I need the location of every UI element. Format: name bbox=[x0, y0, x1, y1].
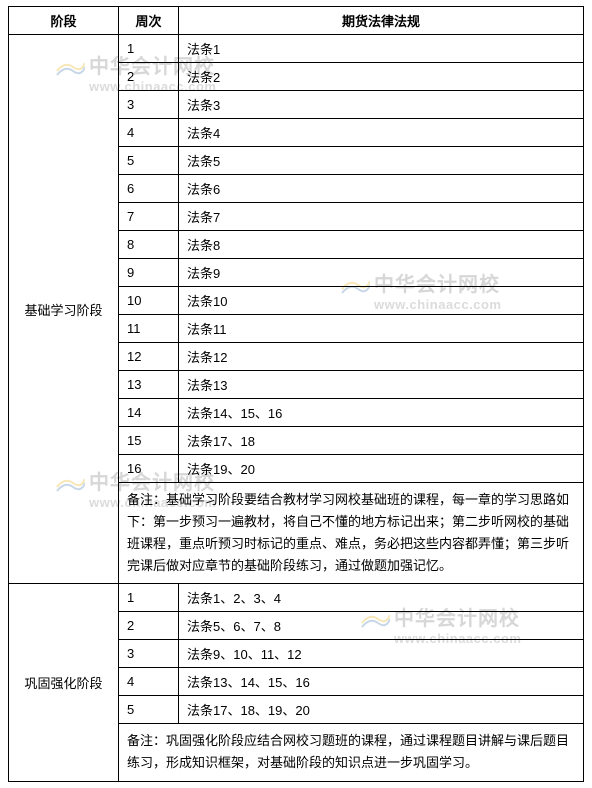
table-row: 基础学习阶段1法条1 bbox=[9, 35, 584, 63]
content-cell: 法条3 bbox=[179, 91, 584, 119]
week-cell: 14 bbox=[119, 399, 179, 427]
schedule-table: 阶段 周次 期货法律法规 基础学习阶段1法条12法条23法条34法条45法条56… bbox=[8, 6, 584, 782]
week-cell: 2 bbox=[119, 612, 179, 640]
content-cell: 法条5 bbox=[179, 147, 584, 175]
week-cell: 11 bbox=[119, 315, 179, 343]
content-cell: 法条11 bbox=[179, 315, 584, 343]
week-cell: 15 bbox=[119, 427, 179, 455]
table-header-row: 阶段 周次 期货法律法规 bbox=[9, 7, 584, 35]
content-cell: 法条1、2、3、4 bbox=[179, 584, 584, 612]
note-cell: 备注：基础学习阶段要结合教材学习网校基础班的课程，每一章的学习思路如下：第一步预… bbox=[119, 483, 584, 584]
content-cell: 法条1 bbox=[179, 35, 584, 63]
week-cell: 2 bbox=[119, 63, 179, 91]
week-cell: 4 bbox=[119, 668, 179, 696]
week-cell: 9 bbox=[119, 259, 179, 287]
week-cell: 8 bbox=[119, 231, 179, 259]
note-cell: 备注：巩固强化阶段应结合网校习题班的课程，通过课程题目讲解与课后题目练习，形成知… bbox=[119, 724, 584, 781]
week-cell: 12 bbox=[119, 343, 179, 371]
stage-cell: 基础学习阶段 bbox=[9, 35, 119, 584]
header-content: 期货法律法规 bbox=[179, 7, 584, 35]
week-cell: 10 bbox=[119, 287, 179, 315]
content-cell: 法条12 bbox=[179, 343, 584, 371]
schedule-table-container: 阶段 周次 期货法律法规 基础学习阶段1法条12法条23法条34法条45法条56… bbox=[0, 0, 592, 788]
content-cell: 法条2 bbox=[179, 63, 584, 91]
week-cell: 7 bbox=[119, 203, 179, 231]
header-stage: 阶段 bbox=[9, 7, 119, 35]
week-cell: 1 bbox=[119, 584, 179, 612]
header-week: 周次 bbox=[119, 7, 179, 35]
content-cell: 法条17、18 bbox=[179, 427, 584, 455]
week-cell: 6 bbox=[119, 175, 179, 203]
content-cell: 法条8 bbox=[179, 231, 584, 259]
content-cell: 法条13 bbox=[179, 371, 584, 399]
week-cell: 4 bbox=[119, 119, 179, 147]
content-cell: 法条9、10、11、12 bbox=[179, 640, 584, 668]
content-cell: 法条7 bbox=[179, 203, 584, 231]
week-cell: 5 bbox=[119, 147, 179, 175]
week-cell: 1 bbox=[119, 35, 179, 63]
content-cell: 法条5、6、7、8 bbox=[179, 612, 584, 640]
content-cell: 法条13、14、15、16 bbox=[179, 668, 584, 696]
table-row: 巩固强化阶段1法条1、2、3、4 bbox=[9, 584, 584, 612]
week-cell: 13 bbox=[119, 371, 179, 399]
content-cell: 法条9 bbox=[179, 259, 584, 287]
week-cell: 3 bbox=[119, 640, 179, 668]
content-cell: 法条14、15、16 bbox=[179, 399, 584, 427]
content-cell: 法条19、20 bbox=[179, 455, 584, 483]
content-cell: 法条6 bbox=[179, 175, 584, 203]
week-cell: 3 bbox=[119, 91, 179, 119]
content-cell: 法条4 bbox=[179, 119, 584, 147]
stage-cell: 巩固强化阶段 bbox=[9, 584, 119, 781]
content-cell: 法条10 bbox=[179, 287, 584, 315]
week-cell: 16 bbox=[119, 455, 179, 483]
